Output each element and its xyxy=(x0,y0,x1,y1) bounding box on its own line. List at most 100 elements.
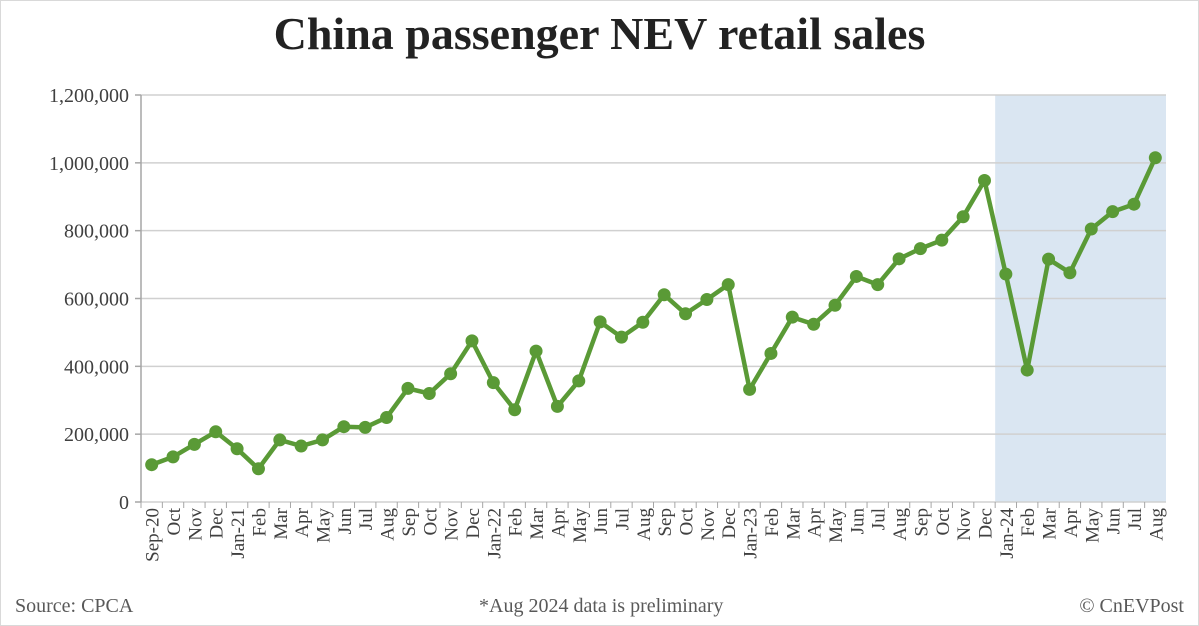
chart-plot: 0 200,000 400,000 600,000 800,000 1,000,000 1,… xyxy=(49,85,1167,562)
x-tick-label: Feb xyxy=(506,508,527,537)
x-tick-label: Nov xyxy=(442,508,463,541)
x-tick-label: Jun xyxy=(335,508,356,535)
data-point xyxy=(230,442,244,456)
x-tick-label: Sep-20 xyxy=(143,508,164,562)
data-point xyxy=(337,420,351,434)
data-point xyxy=(807,317,821,331)
data-point xyxy=(1148,151,1162,165)
x-tick-label: Jul xyxy=(356,508,377,530)
data-point xyxy=(593,315,607,329)
data-point xyxy=(572,374,586,388)
data-point xyxy=(977,173,991,187)
x-tick-label: Aug xyxy=(890,508,911,541)
data-point xyxy=(743,382,757,396)
data-point xyxy=(529,344,543,358)
x-tick-label: Mar xyxy=(527,507,548,539)
x-tick-label: Jan-23 xyxy=(741,508,762,559)
source-note: Source: CPCA xyxy=(15,595,134,617)
x-tick-label: Nov xyxy=(698,508,719,541)
x-tick-label: Aug xyxy=(1146,508,1167,541)
data-point xyxy=(550,399,564,413)
x-tick-label: Apr xyxy=(805,507,826,537)
data-point xyxy=(679,307,693,321)
data-point xyxy=(828,298,842,312)
x-tick-label: Dec xyxy=(463,508,484,539)
y-tick-label: 0 xyxy=(119,492,129,514)
data-point xyxy=(294,439,308,453)
x-tick-label: Jan-21 xyxy=(228,508,249,559)
x-tick-label: Aug xyxy=(378,508,399,541)
data-point xyxy=(444,367,458,381)
x-tick-label: Jun xyxy=(591,508,612,535)
data-point xyxy=(956,210,970,224)
data-point xyxy=(892,252,906,266)
data-point xyxy=(657,288,671,302)
x-tick-label: Jan-24 xyxy=(997,508,1018,559)
x-tick-label: Feb xyxy=(1018,508,1039,537)
data-point xyxy=(871,278,885,292)
data-point xyxy=(187,437,201,451)
x-tick-label: Feb xyxy=(249,508,270,537)
x-tick-label: Oct xyxy=(420,507,441,535)
data-point xyxy=(316,433,330,447)
data-point xyxy=(913,242,927,256)
x-tick-label: May xyxy=(314,508,335,543)
x-tick-label: Dec xyxy=(719,508,740,539)
x-tick-label: Jun xyxy=(847,508,868,535)
x-tick-label: Jun xyxy=(1104,508,1125,535)
data-point xyxy=(380,411,394,425)
data-point xyxy=(614,330,628,344)
data-point xyxy=(721,278,735,292)
data-point xyxy=(145,458,159,472)
y-tick-label: 600,000 xyxy=(64,289,129,311)
y-tick-label: 400,000 xyxy=(64,356,129,378)
x-tick-label: Dec xyxy=(207,508,228,539)
x-tick-label: Mar xyxy=(783,507,804,539)
x-tick-label: Sep xyxy=(911,508,932,537)
x-tick-label: Oct xyxy=(164,507,185,535)
data-point xyxy=(785,310,799,324)
x-tick-label: Jan-22 xyxy=(484,508,505,559)
x-tick-label: May xyxy=(826,508,847,543)
y-tick-label: 200,000 xyxy=(64,424,129,446)
x-tick-label: Nov xyxy=(954,508,975,541)
y-tick-label: 1,200,000 xyxy=(49,85,129,107)
data-point xyxy=(1127,197,1141,211)
data-point xyxy=(636,315,650,329)
data-point xyxy=(422,386,436,400)
data-point xyxy=(1063,266,1077,280)
data-point xyxy=(486,376,500,390)
x-tick-label: Nov xyxy=(185,508,206,541)
x-tick-label: Apr xyxy=(548,507,569,537)
x-tick-label: Sep xyxy=(655,508,676,537)
x-tick-label: May xyxy=(570,508,591,543)
x-tick-label: Oct xyxy=(677,507,698,535)
preliminary-note: *Aug 2024 data is preliminary xyxy=(479,595,724,617)
x-tick-label: May xyxy=(1082,508,1103,543)
data-point xyxy=(401,381,415,395)
data-point xyxy=(700,293,714,307)
data-point xyxy=(999,267,1013,281)
x-tick-label: Sep xyxy=(399,508,420,537)
x-tick-label: Jul xyxy=(1125,508,1146,530)
x-tick-label: Mar xyxy=(271,507,292,539)
data-point xyxy=(849,269,863,283)
data-point xyxy=(166,450,180,464)
chart-title: China passenger NEV retail sales xyxy=(273,8,926,59)
y-tick-label: 800,000 xyxy=(64,221,129,243)
data-point xyxy=(358,420,372,434)
x-tick-label: Feb xyxy=(762,508,783,537)
copyright-note: © CnEVPost xyxy=(1079,595,1184,617)
x-tick-label: Oct xyxy=(933,507,954,535)
x-tick-label: Aug xyxy=(634,508,655,541)
data-point xyxy=(251,462,265,476)
data-point xyxy=(1042,252,1056,266)
x-tick-label: Apr xyxy=(1061,507,1082,537)
x-tick-label: Mar xyxy=(1040,507,1061,539)
data-point xyxy=(465,334,479,348)
data-point xyxy=(764,346,778,360)
data-point xyxy=(508,403,522,417)
data-point xyxy=(1084,222,1098,236)
y-tick-label: 1,000,000 xyxy=(49,153,129,175)
